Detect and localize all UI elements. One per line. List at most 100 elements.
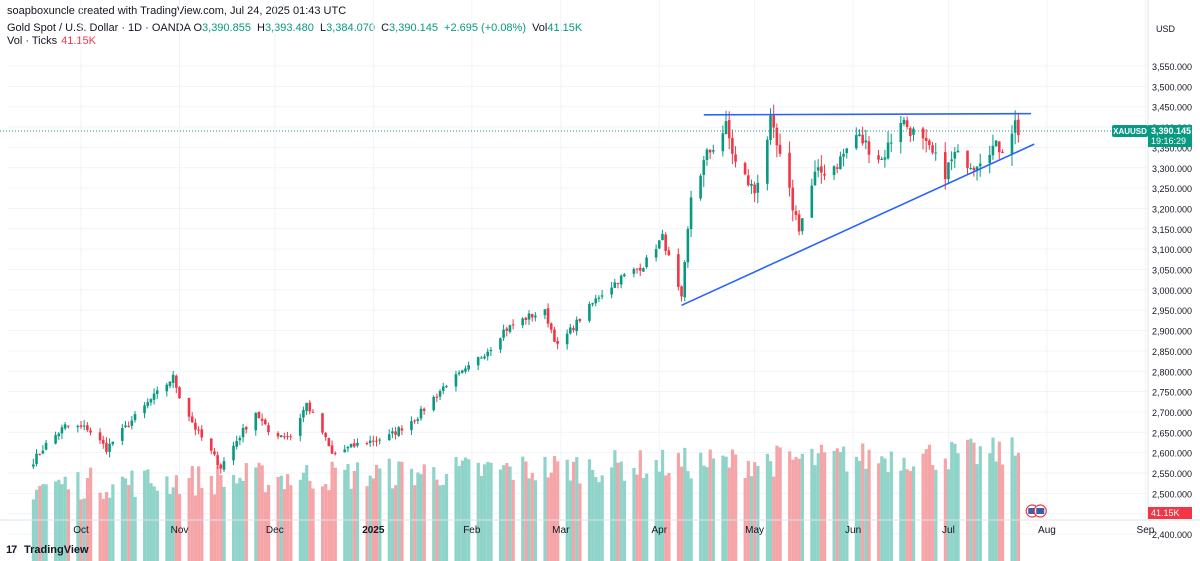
price-tick-label: 2,650.000 — [1152, 428, 1192, 438]
volume-bar — [311, 488, 315, 561]
volume-bar — [101, 498, 105, 561]
volume-bar — [330, 461, 334, 561]
candle-body — [556, 340, 559, 344]
candle-body — [480, 357, 483, 359]
candle-body — [305, 402, 308, 411]
price-tick-label: 3,550.000 — [1152, 62, 1192, 72]
volume-bar — [241, 480, 245, 561]
candle-body — [731, 137, 734, 154]
volume-bar — [950, 441, 954, 561]
price-tick-label: 3,350.000 — [1152, 143, 1192, 153]
volume-bar — [877, 463, 881, 561]
volume-bar — [994, 461, 998, 561]
candle-body — [839, 156, 842, 170]
candle-body — [352, 443, 356, 447]
volume-bar — [988, 453, 992, 561]
volume-bar — [349, 488, 353, 561]
candle-body — [750, 183, 753, 186]
high-label: H — [257, 22, 265, 34]
candle-body — [155, 390, 159, 394]
volume-bar — [997, 441, 1001, 561]
volume-bar — [753, 462, 757, 561]
volume-bar — [664, 475, 668, 561]
volume-bar — [778, 447, 782, 561]
candle-body — [638, 267, 642, 271]
candle-body — [994, 140, 998, 147]
candle-body — [368, 440, 372, 443]
volume-label: Vol — [532, 22, 548, 34]
candle-body — [365, 443, 369, 445]
volume-bar — [413, 485, 417, 561]
candle-body — [79, 425, 83, 427]
candle-body — [124, 425, 127, 427]
time-tick-label: Mar — [552, 525, 570, 536]
volume-bar — [263, 492, 267, 561]
candle-body — [111, 441, 115, 445]
price-tick-label: 3,100.000 — [1152, 245, 1192, 255]
volume-bar — [266, 484, 271, 561]
time-tick-label: 2025 — [362, 525, 385, 536]
candle-body — [820, 166, 823, 173]
candle-body — [521, 318, 524, 326]
candle-body — [222, 461, 226, 470]
volume-bar — [89, 467, 93, 561]
volume-bar — [886, 472, 890, 561]
candle-body — [168, 381, 172, 386]
volume-bar — [343, 469, 347, 561]
candle-body — [133, 414, 137, 421]
candle-body — [645, 257, 648, 268]
volume-bar — [460, 460, 464, 561]
price-tick-label: 3,000.000 — [1152, 286, 1192, 296]
candle-body — [149, 399, 153, 403]
candle-body — [654, 249, 658, 258]
volume-bar — [956, 453, 960, 561]
volume-bar — [457, 465, 461, 561]
volume-bar — [864, 468, 868, 561]
tradingview-logo[interactable]: 17 TradingView — [6, 544, 89, 556]
volume-bar — [769, 461, 773, 561]
volume-bar — [746, 460, 750, 561]
candle-body — [276, 433, 280, 437]
candle-body — [734, 154, 737, 162]
volume-bar — [111, 484, 115, 561]
volume-bar — [660, 449, 665, 561]
candle-body — [899, 122, 903, 143]
volume-bar — [594, 476, 598, 561]
volume-bar — [889, 451, 893, 561]
candle-body — [934, 152, 938, 154]
candle-body — [321, 413, 324, 433]
volume-bar — [454, 457, 458, 561]
volume-bar — [146, 469, 150, 561]
candle-body — [689, 197, 693, 230]
candle-body — [546, 308, 550, 324]
candle-body — [527, 313, 531, 320]
volume-bar — [772, 476, 776, 561]
volume-bar — [835, 448, 839, 561]
resistance-trendline — [703, 112, 1032, 116]
candle-body — [832, 166, 836, 176]
candle-body — [454, 374, 458, 387]
volume-value: 41.15K — [547, 22, 583, 34]
time-tick-label: Dec — [266, 525, 284, 536]
volume-bar — [486, 461, 490, 561]
volume-bar — [301, 472, 306, 561]
candle-body — [775, 127, 779, 146]
volume-bar — [441, 484, 445, 561]
candle-body — [553, 329, 556, 342]
volume-bar — [813, 465, 817, 561]
candle-body — [187, 397, 191, 417]
candle-body — [63, 424, 67, 429]
volume-bar — [324, 484, 328, 561]
volume-bar — [842, 446, 846, 561]
candle-body — [909, 128, 912, 136]
volume-bar — [530, 472, 534, 561]
volume-bar — [921, 453, 925, 561]
candle-body — [416, 419, 420, 421]
price-tick-label: 3,150.000 — [1152, 225, 1192, 235]
chart-attribution: soapboxuncle created with TradingView.co… — [7, 5, 347, 17]
candle-body — [575, 319, 578, 332]
candle-body — [883, 157, 887, 160]
candle-body — [943, 152, 947, 180]
volume-bar — [657, 471, 661, 561]
